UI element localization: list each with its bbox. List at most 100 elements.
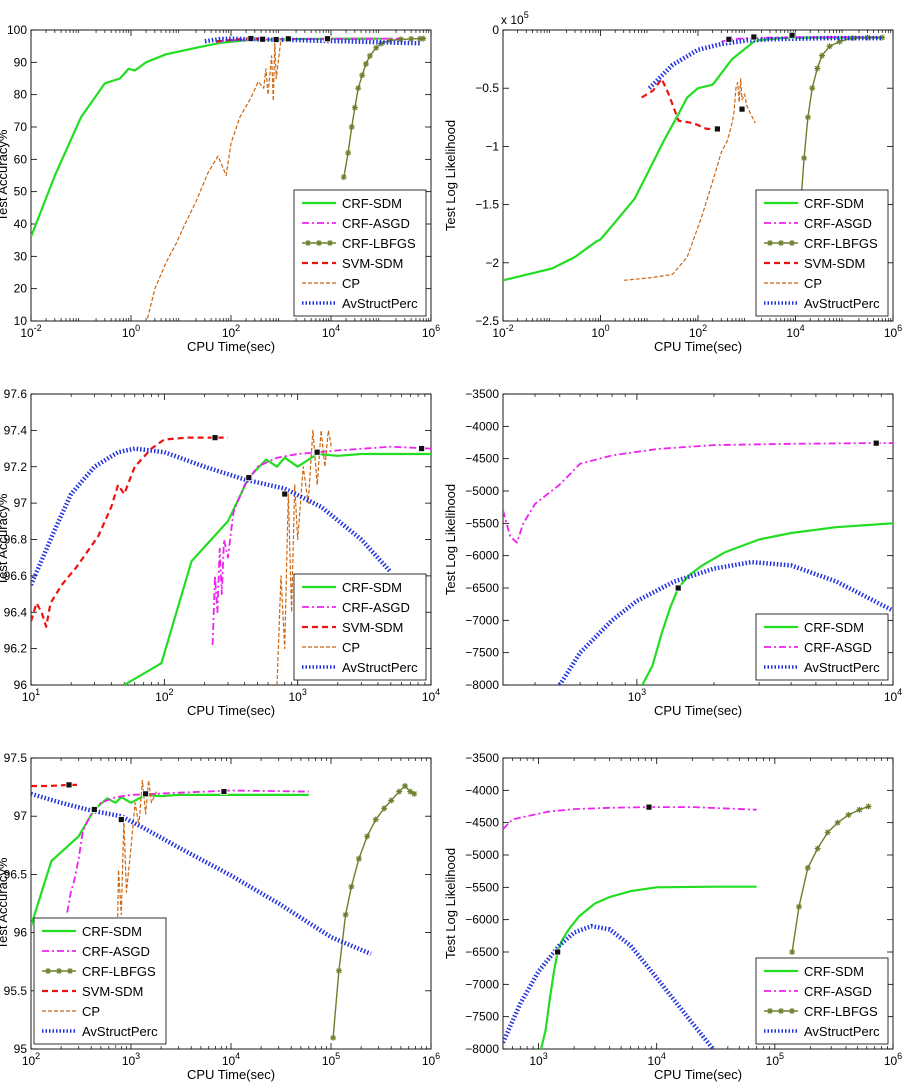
legend-star-marker [778, 1008, 784, 1014]
x-tick-exponent: 6 [435, 1051, 440, 1061]
highlight-marker [272, 36, 280, 43]
legend-star-marker [45, 968, 51, 974]
legend-star-marker [67, 968, 73, 974]
legend-label-crf-sdm: CRF-SDM [804, 964, 864, 979]
y-tick-label: 96.8 [4, 533, 28, 547]
legend-label-avstructperc: AvStructPerc [804, 296, 880, 311]
series-line-avstructperc [647, 35, 883, 90]
x-tick-base: 10 [22, 690, 36, 704]
lbfgs-point [845, 811, 852, 818]
x-tick-exponent: 3 [641, 687, 646, 697]
x-tick-base: 10 [222, 1054, 236, 1068]
x-axis-label: CPU Time(sec) [654, 703, 742, 718]
legend-star-marker [316, 240, 322, 246]
legend-label-avstructperc: AvStructPerc [342, 296, 418, 311]
x-tick-base: 10 [122, 326, 136, 340]
x-tick-exponent: 3 [302, 687, 307, 697]
x-tick-label: 103 [529, 1051, 547, 1068]
highlight-marker [259, 35, 267, 43]
lbfgs-point [388, 797, 395, 804]
lbfgs-point [836, 38, 843, 45]
lbfgs-point [814, 65, 821, 72]
y-tick-label: −0.5 [475, 81, 499, 95]
lbfgs-point [364, 833, 371, 840]
y-tick-label: 97.5 [4, 751, 28, 765]
lbfgs-point [386, 37, 393, 44]
x-tick-label: 100 [591, 323, 609, 340]
highlight-marker [324, 35, 331, 43]
legend-label-avstructperc: AvStructPerc [342, 660, 418, 675]
chart-p6: 103 104 105 106−8000−7500−7000−6500−6000−55… [443, 751, 902, 1082]
y-tick-label: 0 [492, 23, 499, 37]
legend-label-crf-sdm: CRF-SDM [342, 580, 402, 595]
lbfgs-point [348, 883, 355, 890]
x-tick-base: 10 [884, 690, 898, 704]
x-tick-exponent: 4 [335, 323, 340, 333]
x-tick-label: 102 [22, 1051, 40, 1068]
highlight-marker [788, 31, 796, 39]
y-tick-label: 97.6 [4, 387, 28, 401]
y-tick-label: −1.5 [475, 198, 499, 212]
highlight-marker [117, 816, 125, 823]
highlight-marker [738, 105, 746, 113]
x-tick-exponent: 5 [335, 1051, 340, 1061]
legend-label-crf-sdm: CRF-SDM [342, 196, 402, 211]
x-tick-base: 10 [322, 1054, 336, 1068]
y-tick-label: 80 [14, 88, 28, 102]
legend: CRF-SDM CRF-ASGD CRF-LBFGS SVM-SDM CP AvStruc… [293, 189, 427, 317]
x-tick-label: 105 [322, 1051, 340, 1068]
y-axis-label: Test Log Likelihood [443, 120, 458, 231]
y-tick-label: 97.4 [4, 423, 28, 437]
lbfgs-point [335, 967, 342, 974]
series-line-crf-sdm [503, 36, 883, 282]
y-tick-label: −3500 [465, 751, 499, 765]
y-tick-label: −5500 [465, 880, 499, 894]
lbfgs-point [865, 803, 872, 810]
legend: CRF-SDM CRF-ASGD CRF-LBFGS AvStructPerc [755, 957, 889, 1045]
legend-box [755, 189, 889, 317]
x-tick-base: 10 [155, 690, 169, 704]
x-tick-base: 10 [628, 690, 642, 704]
series-line-svm-sdm [31, 783, 79, 788]
y-tick-label: −4000 [465, 783, 499, 797]
lbfgs-point [804, 864, 811, 871]
y-tick-label: 95.5 [4, 984, 28, 998]
lbfgs-point [359, 72, 366, 79]
legend: CRF-SDM CRF-ASGD AvStructPerc [755, 613, 889, 681]
x-tick-label: 10-2 [20, 323, 41, 340]
legend-label-crf-asgd: CRF-ASGD [804, 640, 872, 655]
y-tick-label: −8000 [465, 678, 499, 692]
lbfgs-point [397, 36, 404, 43]
x-tick-label: 104 [884, 687, 902, 704]
highlight-marker [142, 790, 150, 798]
y-tick-label: 96 [14, 926, 28, 940]
y-tick-label: 96.2 [4, 642, 28, 656]
series-line-crf-asgd [503, 806, 757, 830]
y-tick-label: −7000 [465, 613, 499, 627]
y-tick-label: −7500 [465, 646, 499, 660]
lbfgs-point [801, 155, 808, 162]
x-tick-label: 10-2 [492, 323, 513, 340]
legend: CRF-SDM CRF-ASGD SVM-SDM CP AvStructPerc [293, 573, 427, 681]
y-tick-label: 96.4 [4, 605, 28, 619]
y-tick-label: −3500 [465, 387, 499, 401]
y-tick-label: −4000 [465, 419, 499, 433]
legend-label-avstructperc: AvStructPerc [804, 1024, 880, 1039]
x-tick-base: 10 [492, 326, 506, 340]
legend-box [293, 189, 427, 317]
chart-p1: 10-2 100 102 104 106102030405060708090100CPU… [0, 23, 440, 354]
lbfgs-point [345, 149, 352, 156]
y-tick-label: −6000 [465, 913, 499, 927]
x-tick-exponent: 6 [897, 1051, 902, 1061]
x-tick-base: 10 [591, 326, 605, 340]
x-tick-label: 102 [155, 687, 173, 704]
series-line-crf-sdm [641, 522, 893, 685]
y-tick-label: −5500 [465, 516, 499, 530]
highlight-marker [725, 35, 733, 43]
legend-label-crf-asgd: CRF-ASGD [82, 944, 150, 959]
lbfgs-point [826, 43, 833, 50]
lbfgs-point [342, 911, 349, 918]
legend: CRF-SDM CRF-ASGD CRF-LBFGS SVM-SDM CP AvStruc… [33, 917, 167, 1045]
series-line-avstructperc [31, 791, 372, 956]
